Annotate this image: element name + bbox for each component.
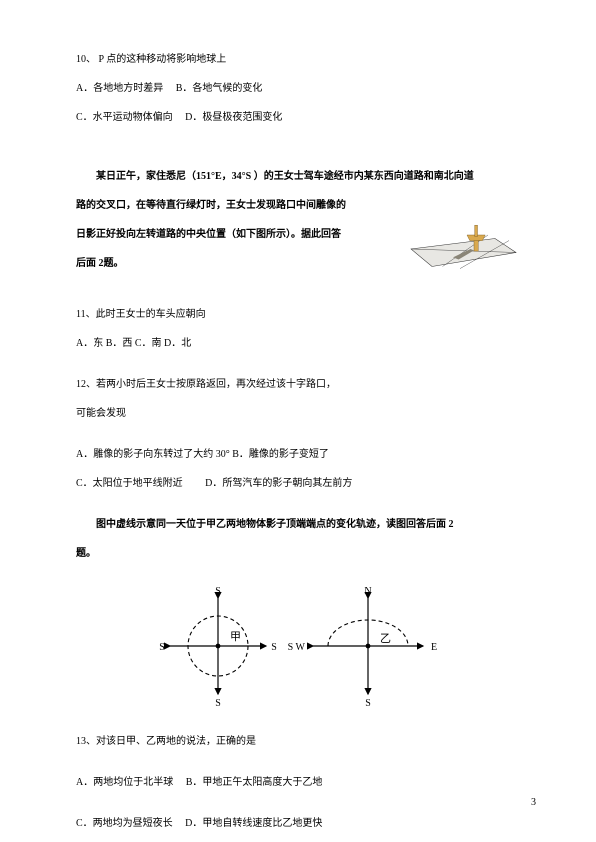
- q12-b: B．雕像的影子变短了: [232, 449, 329, 460]
- passage2-l1: 图中虚线示意同一天位于甲乙两地物体影子顶端端点的变化轨迹，读图回答后面 2: [76, 515, 520, 534]
- q10-d: D．极昼极夜范围变化: [185, 112, 282, 123]
- right-yi: 乙: [380, 632, 391, 645]
- left-s-right: S: [271, 642, 277, 653]
- q10-row1: A．各地地方时差异 B．各地气候的变化: [76, 79, 520, 98]
- q11-stem: 11、此时王女士的车头应朝向: [76, 305, 520, 324]
- passage2-l2: 题。: [76, 544, 520, 563]
- q10-b: B．各地气候的变化: [176, 83, 263, 94]
- q11-opts: A．东 B．西 C．南 D．北: [76, 334, 520, 353]
- right-n: N: [364, 586, 371, 597]
- q12-row1: A．雕像的影子向东转过了大约 30° B．雕像的影子变短了: [76, 445, 520, 464]
- right-s: S: [365, 698, 371, 709]
- q13-stem: 13、对该日甲、乙两地的说法，正确的是: [76, 732, 520, 751]
- q13-d: D．甲地自转线速度比乙地更快: [185, 818, 322, 829]
- left-s-bot: S: [215, 698, 221, 709]
- right-sw: S W: [288, 642, 306, 653]
- q12-d: D．所驾汽车的影子朝向其左前方: [205, 478, 352, 489]
- right-e: E: [431, 642, 437, 653]
- q13-row1: A．两地均位于北半球 B．甲地正午太阳高度大于乙地: [76, 773, 520, 792]
- page-number: 3: [531, 793, 536, 812]
- intersection-figure: [400, 200, 520, 270]
- left-s-left: S: [159, 642, 165, 653]
- q10-row2: C．水平运动物体偏向 D．极昼极夜范围变化: [76, 108, 520, 127]
- q13-c: C．两地均为昼短夜长: [76, 818, 173, 829]
- left-s-top: S: [215, 586, 221, 597]
- q10-stem: 10、 P 点的这种移动将影响地球上: [76, 50, 520, 69]
- passage1-wrap: 某日正午，家住悉尼（151°E，34°S ）的王女士驾车途经市内某东西向道路和南…: [76, 167, 520, 283]
- q12-row2: C．太阳位于地平线附近 D．所驾汽车的影子朝向其左前方: [76, 474, 520, 493]
- q12-stem: 12、若两小时后王女士按原路返回，再次经过该十字路口，: [76, 375, 520, 394]
- q13-b: B．甲地正午太阳高度大于乙地: [186, 777, 323, 788]
- q13-a: A．两地均位于北半球: [76, 777, 173, 788]
- q12-a: A．雕像的影子向东转过了大约 30°: [76, 449, 230, 460]
- passage1-l1: 某日正午，家住悉尼（151°E，34°S ）的王女士驾车途经市内某东西向道路和南…: [76, 167, 520, 186]
- q12-sub: 可能会发现: [76, 404, 520, 423]
- q13-row2: C．两地均为昼短夜长 D．甲地自转线速度比乙地更快: [76, 814, 520, 833]
- left-jia: 甲: [230, 631, 241, 643]
- compass-figure-wrap: S S S S 甲 N S S W E 乙: [76, 581, 520, 718]
- q10-a: A．各地地方时差异: [76, 83, 163, 94]
- q12-c: C．太阳位于地平线附近: [76, 478, 183, 489]
- q10-c: C．水平运动物体偏向: [76, 112, 173, 123]
- compass-figure: S S S S 甲 N S S W E 乙: [138, 581, 458, 711]
